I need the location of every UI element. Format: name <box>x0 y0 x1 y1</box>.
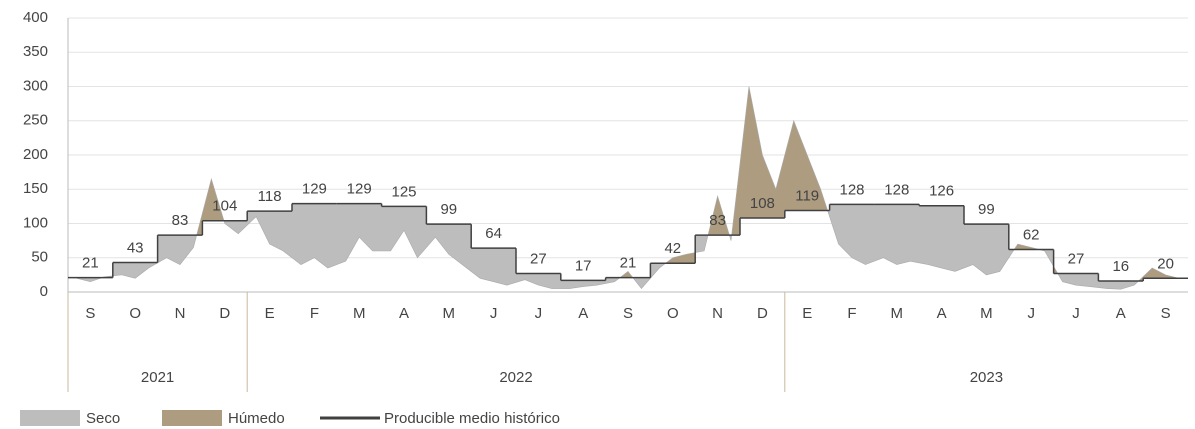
x-tick-label: S <box>85 305 95 322</box>
x-tick-label: M <box>891 305 904 322</box>
y-tick-label: 350 <box>23 43 48 60</box>
x-tick-label: A <box>1116 305 1126 322</box>
dry-area <box>68 203 1188 290</box>
legend-label: Producible medio histórico <box>384 410 560 427</box>
value-label: 42 <box>664 240 681 257</box>
x-tick-label: J <box>490 305 498 322</box>
value-label: 125 <box>391 183 416 200</box>
value-label: 128 <box>884 181 909 198</box>
y-tick-label: 0 <box>40 283 48 300</box>
x-tick-label: S <box>623 305 633 322</box>
x-tick-label: S <box>1161 305 1171 322</box>
x-tick-label: M <box>980 305 993 322</box>
x-tick-label: E <box>802 305 812 322</box>
value-label: 99 <box>978 201 995 218</box>
legend-label: Seco <box>86 410 120 427</box>
value-label: 20 <box>1157 255 1174 272</box>
value-label: 99 <box>440 201 457 218</box>
year-label: 2022 <box>499 369 532 386</box>
value-label: 27 <box>1068 250 1085 267</box>
value-label: 16 <box>1112 258 1129 275</box>
x-tick-label: A <box>578 305 588 322</box>
legend-label: Húmedo <box>228 410 285 427</box>
value-label: 21 <box>82 255 99 272</box>
y-tick-label: 150 <box>23 180 48 197</box>
value-label: 43 <box>127 240 144 257</box>
x-tick-label: M <box>353 305 366 322</box>
value-label: 119 <box>795 187 819 204</box>
x-tick-label: O <box>129 305 141 322</box>
y-tick-label: 200 <box>23 146 48 163</box>
value-label: 118 <box>258 188 282 205</box>
x-tick-label: J <box>1027 305 1035 322</box>
legend-swatch <box>162 410 222 426</box>
x-tick-label: J <box>535 305 543 322</box>
value-label: 108 <box>750 195 775 212</box>
x-tick-label: F <box>310 305 319 322</box>
production-line <box>76 86 1180 290</box>
x-tick-label: N <box>175 305 186 322</box>
value-label: 21 <box>620 255 637 272</box>
y-tick-label: 250 <box>23 112 48 129</box>
y-tick-label: 400 <box>23 9 48 26</box>
x-tick-label: M <box>443 305 456 322</box>
value-label: 83 <box>709 212 726 229</box>
value-label: 83 <box>172 212 189 229</box>
x-tick-label: J <box>1072 305 1080 322</box>
x-tick-label: A <box>399 305 409 322</box>
x-tick-label: E <box>265 305 275 322</box>
x-tick-label: A <box>937 305 947 322</box>
value-label: 128 <box>839 181 864 198</box>
value-label: 62 <box>1023 226 1040 243</box>
value-label: 17 <box>575 257 592 274</box>
value-label: 64 <box>485 225 502 242</box>
year-label: 2021 <box>141 369 174 386</box>
x-tick-label: O <box>667 305 679 322</box>
value-label: 129 <box>347 181 372 198</box>
value-label: 129 <box>302 181 327 198</box>
value-label: 104 <box>212 198 237 215</box>
y-tick-label: 100 <box>23 214 48 231</box>
y-tick-label: 300 <box>23 77 48 94</box>
x-tick-label: D <box>219 305 230 322</box>
x-tick-label: D <box>757 305 768 322</box>
value-label: 27 <box>530 250 547 267</box>
x-tick-label: N <box>712 305 723 322</box>
value-label: 126 <box>929 183 954 200</box>
legend-swatch <box>20 410 80 426</box>
y-tick-label: 50 <box>31 249 48 266</box>
year-label: 2023 <box>970 369 1003 386</box>
x-tick-label: F <box>847 305 856 322</box>
